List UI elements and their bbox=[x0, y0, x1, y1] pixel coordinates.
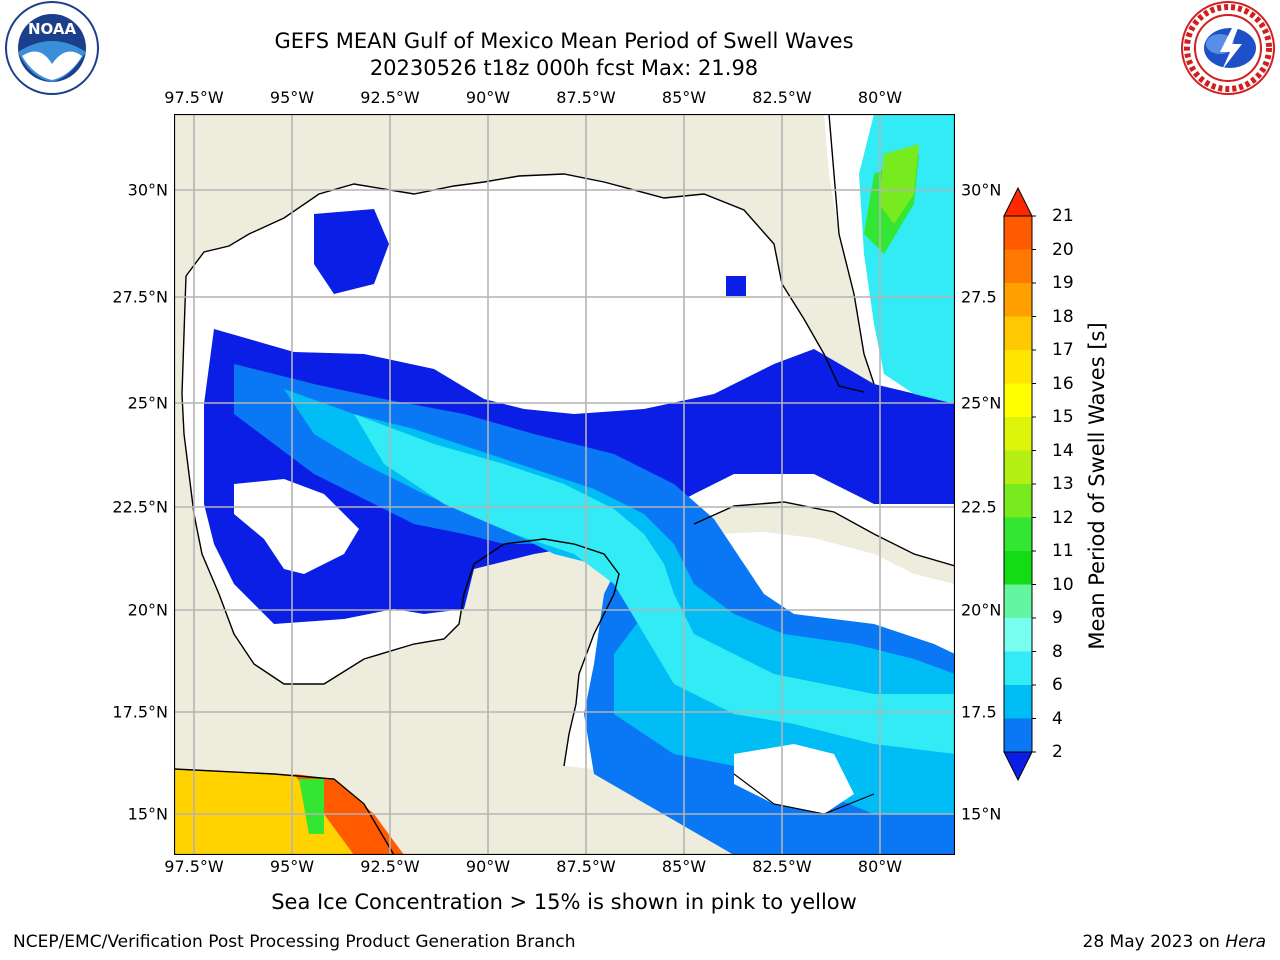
colorbar-segment bbox=[1004, 517, 1032, 552]
noaa-logo-text: NOAA bbox=[28, 20, 77, 38]
colorbar-tick-label: 4 bbox=[1052, 708, 1063, 729]
colorbar-tick-label: 13 bbox=[1052, 474, 1074, 494]
colorbar-segment bbox=[1004, 618, 1032, 652]
colorbar-segment bbox=[1004, 249, 1032, 284]
lat-tick-label: 27.5°N bbox=[112, 287, 168, 307]
lat-tick-label: 17.5 bbox=[961, 702, 997, 722]
swell-2s-patch bbox=[314, 209, 389, 294]
coastline-florida-east bbox=[828, 114, 875, 385]
colorbar-segment bbox=[1004, 383, 1032, 418]
colorbar-min-arrow bbox=[1003, 751, 1033, 782]
colorbar-tick-label: 18 bbox=[1052, 306, 1074, 327]
lat-tick-label: 30°N bbox=[961, 180, 1002, 200]
cuba-land bbox=[694, 502, 955, 584]
colorbar-segment bbox=[1004, 651, 1032, 686]
lat-tick-label: 20°N bbox=[127, 600, 168, 620]
lat-tick-label: 22.5°N bbox=[112, 497, 168, 517]
coastline-north bbox=[185, 173, 865, 393]
noaa-logo: NOAA bbox=[5, 1, 99, 95]
no-swell-patch bbox=[234, 479, 359, 574]
lon-tick-label: 85°W bbox=[661, 88, 707, 107]
colorbar-segment bbox=[1004, 283, 1032, 317]
nws-logo bbox=[1181, 1, 1275, 95]
lat-tick-label: 17.5°N bbox=[112, 702, 168, 722]
colorbar-tick-label: 19 bbox=[1052, 273, 1074, 293]
graticule bbox=[174, 114, 955, 855]
lon-tick-label: 97.5°W bbox=[164, 857, 224, 876]
lat-tick-label: 25°N bbox=[961, 393, 1002, 413]
pacific-swell-12s bbox=[299, 779, 324, 834]
lat-tick-label: 20°N bbox=[961, 600, 1002, 620]
colorbar-tick-label: 12 bbox=[1052, 507, 1074, 528]
lon-tick-label: 80°W bbox=[857, 857, 903, 876]
lat-tick-label: 22.5 bbox=[961, 497, 997, 517]
colorbar-tick-label: 11 bbox=[1052, 541, 1074, 561]
lat-tick-label: 15°N bbox=[127, 804, 168, 824]
atlantic-swell-14s bbox=[879, 144, 919, 224]
colorbar-tick-label: 15 bbox=[1052, 407, 1074, 427]
coastline-cuba bbox=[693, 501, 955, 567]
lon-tick-label: 95°W bbox=[269, 857, 315, 876]
coastline-mexico bbox=[181, 275, 620, 767]
map-frame bbox=[174, 114, 955, 855]
swell-2s-patch bbox=[726, 276, 746, 296]
lat-tick-label: 15°N bbox=[961, 804, 1002, 824]
colorbar-tick-label: 10 bbox=[1052, 574, 1074, 595]
lon-tick-label: 92.5°W bbox=[360, 857, 420, 876]
lon-tick-label: 87.5°W bbox=[556, 88, 616, 107]
lon-tick-label: 87.5°W bbox=[556, 857, 616, 876]
colorbar-segment bbox=[1004, 316, 1032, 351]
sea-ice-note: Sea Ice Concentration > 15% is shown in … bbox=[271, 890, 857, 914]
colorbar-segment bbox=[1004, 350, 1032, 384]
lon-tick-label: 82.5°W bbox=[752, 857, 812, 876]
colorbar-tick-label: 6 bbox=[1052, 675, 1063, 695]
map-panel bbox=[174, 114, 955, 855]
colorbar-tick-label: 16 bbox=[1052, 373, 1074, 394]
lat-tick-label: 25°N bbox=[127, 393, 168, 413]
lon-tick-label: 82.5°W bbox=[752, 88, 812, 107]
lat-tick-label: 27.5 bbox=[961, 287, 997, 307]
swell-8s-band bbox=[354, 414, 955, 754]
colorbar-segment bbox=[1004, 718, 1032, 753]
host-name: Hera bbox=[1225, 932, 1266, 952]
lon-tick-label: 85°W bbox=[661, 857, 707, 876]
coastline-honduras bbox=[733, 773, 875, 815]
colorbar-segment bbox=[1004, 685, 1032, 719]
map-subtitle: 20230526 t18z 000h fcst Max: 21.98 bbox=[369, 56, 759, 80]
lon-tick-label: 92.5°W bbox=[360, 88, 420, 107]
lon-tick-label: 97.5°W bbox=[164, 88, 224, 107]
colorbar-tick-label: 20 bbox=[1052, 239, 1074, 260]
colorbar-tick-label: 9 bbox=[1052, 608, 1063, 628]
colorbar-label: Mean Period of Swell Waves [s] bbox=[1085, 322, 1109, 650]
lon-tick-label: 90°W bbox=[465, 857, 511, 876]
colorbar-segment bbox=[1004, 417, 1032, 451]
lon-tick-label: 95°W bbox=[269, 88, 315, 107]
colorbar-tick-label: 21 bbox=[1052, 206, 1074, 226]
colorbar-tick-label: 17 bbox=[1052, 340, 1074, 360]
map-title: GEFS MEAN Gulf of Mexico Mean Period of … bbox=[274, 29, 854, 53]
colorbar-segment bbox=[1004, 450, 1032, 485]
lon-tick-label: 80°W bbox=[857, 88, 903, 107]
run-date: 28 May 2023 on bbox=[1082, 932, 1226, 952]
colorbar-segment bbox=[1004, 484, 1032, 518]
producer-credit: NCEP/EMC/Verification Post Processing Pr… bbox=[13, 932, 576, 952]
lon-tick-label: 90°W bbox=[465, 88, 511, 107]
colorbar-tick-label: 8 bbox=[1052, 641, 1063, 662]
colorbar-segment bbox=[1004, 551, 1032, 585]
colorbar bbox=[1003, 186, 1036, 782]
colorbar-tick-label: 2 bbox=[1052, 742, 1063, 762]
colorbar-segment bbox=[1004, 216, 1032, 250]
colorbar-tick-label: 14 bbox=[1052, 440, 1074, 461]
coastline-pacific bbox=[174, 768, 395, 855]
colorbar-max-arrow bbox=[1003, 186, 1033, 217]
colorbar-segment bbox=[1004, 584, 1032, 619]
lat-tick-label: 30°N bbox=[127, 180, 168, 200]
run-date-credit: 28 May 2023 on Hera bbox=[1083, 932, 1267, 952]
